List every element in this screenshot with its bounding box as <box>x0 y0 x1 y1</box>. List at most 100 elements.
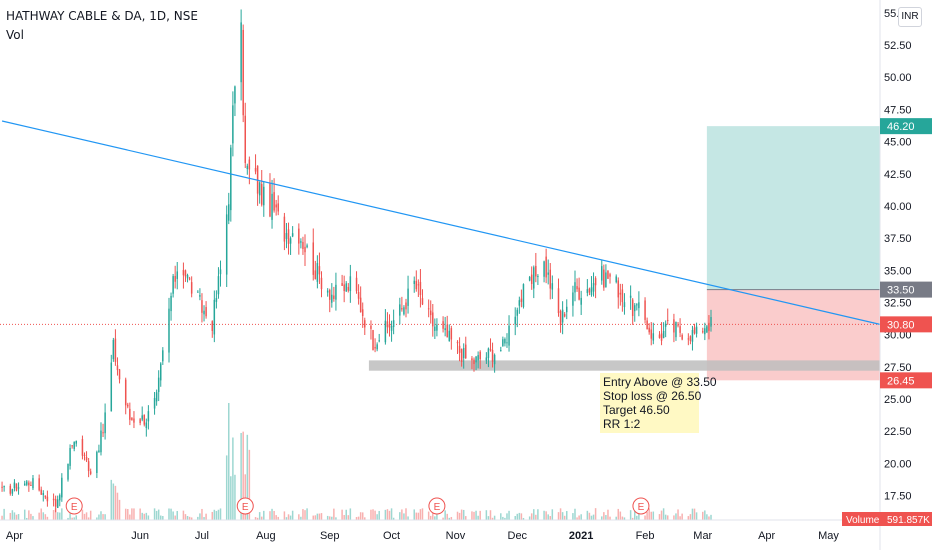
volume-bar <box>477 515 479 520</box>
candle-body <box>273 192 275 211</box>
candle-body <box>619 292 622 295</box>
price-tick-label: 20.00 <box>884 458 912 470</box>
volume-bar <box>706 514 708 520</box>
candle-body <box>588 288 591 293</box>
volume-indicator-label: Vol <box>6 28 24 42</box>
candle-body <box>184 270 187 277</box>
time-tick-label: 2021 <box>569 530 593 542</box>
volume-bar <box>533 509 535 520</box>
candle-body <box>143 414 146 425</box>
volume-bar <box>660 510 663 520</box>
volume-bar <box>335 517 337 520</box>
trendline-layer[interactable] <box>1 120 881 325</box>
volume-bar <box>248 449 251 520</box>
volume-bar <box>658 514 661 520</box>
volume-bar <box>314 515 317 520</box>
volume-bar <box>316 513 319 520</box>
candle-body <box>141 415 143 420</box>
volume-label-name: Volume <box>846 515 880 526</box>
volume-bar <box>631 517 634 520</box>
candle-body <box>603 269 605 288</box>
volume-bar <box>403 513 405 520</box>
candle-body <box>401 308 403 310</box>
candle-body <box>81 439 84 456</box>
volume-bar <box>434 516 436 520</box>
candle-body <box>345 283 347 292</box>
candle-body <box>502 339 504 347</box>
volume-bar <box>112 483 115 520</box>
candle-body <box>23 483 26 486</box>
candle-body <box>677 324 679 326</box>
volume-bar <box>574 508 576 520</box>
candle-body <box>3 486 5 488</box>
currency-badge[interactable]: INR <box>898 7 922 27</box>
volume-bar <box>328 516 331 520</box>
candle-body <box>59 495 61 501</box>
trade-note[interactable]: Entry Above @ 33.50 Stop loss @ 26.50 Ta… <box>600 373 717 433</box>
volume-bar <box>638 514 640 520</box>
volume-bar <box>648 508 650 520</box>
candle-body <box>118 369 121 380</box>
candle-body <box>638 302 640 309</box>
volume-bar <box>203 517 205 520</box>
candle-body <box>644 300 646 320</box>
note-target: Target 46.50 <box>603 403 670 417</box>
candle-body <box>359 297 362 313</box>
volume-bar <box>153 508 156 520</box>
volume-bar <box>465 516 467 520</box>
candle-body <box>522 284 525 307</box>
volume-bar <box>392 517 395 520</box>
volume-bar <box>131 508 133 520</box>
volume-bar <box>326 515 329 520</box>
volume-bar <box>572 513 574 520</box>
candle-body <box>429 310 432 316</box>
candle-body <box>15 483 18 491</box>
volume-bar <box>691 508 694 520</box>
candle-body <box>704 328 706 335</box>
candle-body <box>419 281 422 295</box>
volume-bar <box>458 512 461 520</box>
candle-body <box>543 261 545 277</box>
volume-bar <box>662 508 665 520</box>
candle-body <box>415 280 418 290</box>
candle-body <box>75 440 78 444</box>
time-tick-label: Mar <box>693 530 712 542</box>
volume-bar <box>563 515 566 520</box>
volume-bar <box>417 512 420 520</box>
volume-bar <box>528 516 531 520</box>
candle-body <box>211 321 214 331</box>
time-tick-label: Apr <box>6 530 23 542</box>
volume-bar <box>415 512 418 520</box>
volume-bar <box>42 512 45 520</box>
candle-body <box>347 286 350 291</box>
candle-body <box>530 274 533 284</box>
candle-body <box>258 182 261 196</box>
volume-bar <box>283 511 286 520</box>
candle-body <box>708 322 710 331</box>
volume-bar <box>242 431 244 520</box>
candle-body <box>372 330 374 350</box>
candle-body <box>693 327 696 334</box>
candle-body <box>565 306 568 313</box>
candle-body <box>176 271 178 279</box>
candle-body <box>186 275 189 279</box>
volume-bar <box>145 512 148 520</box>
volume-bar <box>69 513 71 520</box>
candle-body <box>465 344 467 359</box>
volume-bar <box>677 509 679 520</box>
volume-bar <box>67 517 69 520</box>
candle-body <box>421 298 424 305</box>
volume-bar <box>636 515 638 520</box>
volume-bar <box>205 513 207 520</box>
candle-body <box>131 417 133 420</box>
volume-layer <box>1 402 712 520</box>
candle-body <box>535 265 537 277</box>
candle-body <box>572 292 574 306</box>
volume-bar <box>256 517 259 520</box>
volume-bar <box>71 517 73 520</box>
axes-layer: 55.0052.5050.0047.5045.0042.5040.0037.50… <box>0 0 912 550</box>
volume-bar <box>535 514 537 520</box>
candle-body <box>559 311 562 325</box>
candle-body <box>460 349 463 362</box>
